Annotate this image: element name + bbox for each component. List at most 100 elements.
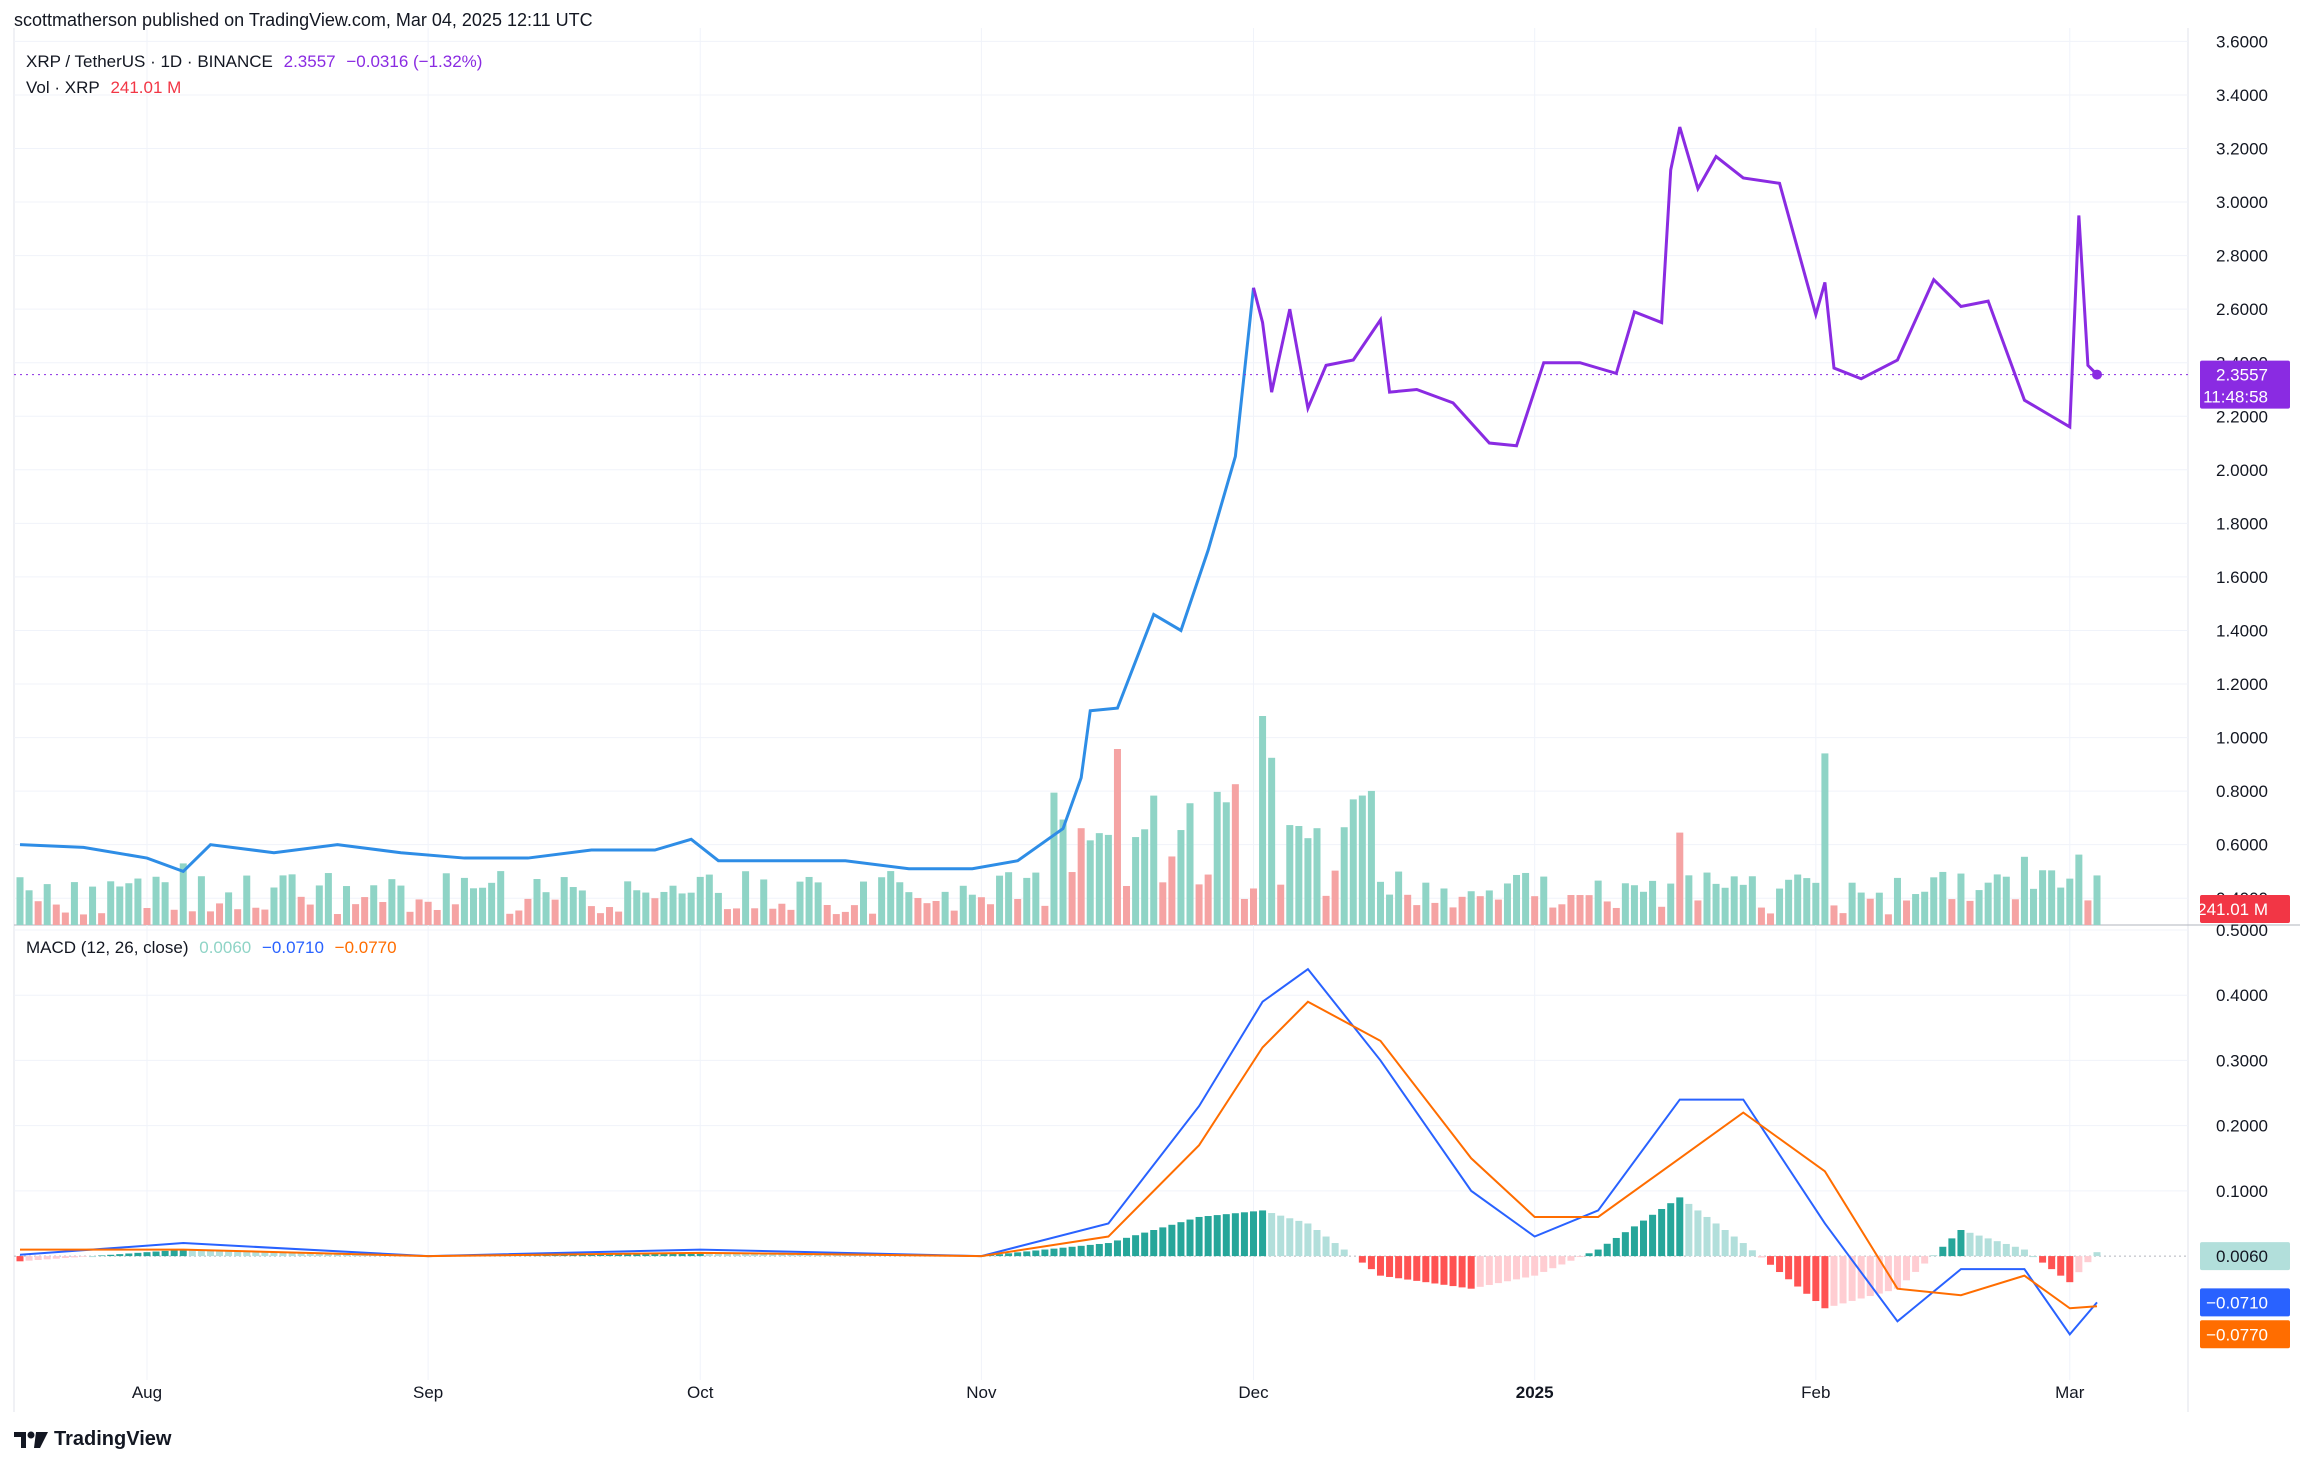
volume-bar [1458,896,1466,925]
macd-hist-bar [1730,1236,1738,1257]
volume-bar [1177,830,1185,925]
volume-bar [524,898,532,925]
macd-hist-bar [760,1253,768,1257]
volume-bar [1222,802,1230,925]
volume-bar [533,879,541,925]
macd-hist-bar [1150,1230,1158,1257]
volume-bar [1703,872,1711,925]
macd-hist-bar [1168,1224,1176,1257]
volume-bar [660,891,668,925]
macd-hist-bar [288,1252,296,1257]
price-tick-label: 1.0000 [2216,729,2268,748]
time-axis: Aug Sep Oct Nov Dec 2025 Feb Mar [132,1383,2085,1402]
volume-bar [887,871,895,925]
macd-hist-bar [1376,1256,1384,1276]
volume-bar [1975,890,1983,925]
macd-hist-bar [197,1250,205,1257]
macd-hist-bar [1748,1250,1756,1257]
macd-hist-bar [1295,1220,1303,1257]
macd-hist-bar [1340,1249,1348,1257]
macd-hist-bar [1104,1243,1112,1257]
volume-bar [333,914,341,925]
volume-bar [1766,913,1774,925]
macd-hist-bar [1077,1245,1085,1257]
macd-tick-label: 0.5000 [2216,921,2268,940]
volume-bar [2002,876,2010,925]
volume-legend[interactable]: Vol · XRP 241.01 M [26,78,187,98]
volume-bar [1667,883,1675,925]
volume-bar [551,899,559,925]
macd-hist-bar [742,1253,750,1257]
volume-bar [179,863,187,925]
volume-bar [43,884,51,925]
volume-bar [705,874,713,925]
macd-hist-bar [252,1251,260,1257]
volume-bar [52,904,60,925]
macd-hist-bar [1395,1256,1403,1279]
macd-hist-bar [687,1252,695,1257]
volume-bar [16,877,24,925]
volume-bar [1095,833,1103,925]
volume-bar [1875,892,1883,925]
volume-bar [2048,870,2056,925]
publisher-line: scottmatherson published on TradingView.… [14,10,593,30]
volume-bar [206,911,214,925]
macd-hist-bar [1023,1251,1031,1257]
volume-bar [497,871,505,925]
macd-hist-bar [1694,1210,1702,1257]
macd-hist-bar [324,1253,332,1257]
volume-bar [542,892,550,925]
volume-bar [2020,856,2028,925]
macd-hist-bar [1703,1216,1711,1257]
signal-badge-text: −0.0770 [2206,1325,2268,1344]
macd-hist-bar [705,1252,713,1257]
volume-bar [1485,890,1493,925]
macd-hist-bar [1567,1256,1575,1261]
volume-bar [869,913,877,925]
volume-bar [2030,888,2038,925]
volume-bar [1821,753,1829,925]
volume-bar [687,892,695,925]
price-tick-label: 3.4000 [2216,86,2268,105]
volume-bar [1649,880,1657,925]
time-tick-label: Oct [687,1383,714,1402]
macd-hist-bar [733,1253,741,1257]
time-tick-label: 2025 [1516,1383,1554,1402]
volume-bar [243,875,251,925]
volume-bar [1132,837,1140,925]
macd-hist-bar [161,1250,169,1257]
macd-hist-bar [606,1253,614,1257]
volume-bar [914,898,922,925]
volume-bar [1812,882,1820,925]
volume-bar [125,883,133,925]
volume-bar [433,909,441,925]
macd-hist-bar [787,1253,795,1257]
macd-hist-bar [143,1252,151,1257]
volume-bar [1104,834,1112,925]
symbol-legend[interactable]: XRP / TetherUS · 1D · BINANCE 2.3557 −0.… [26,52,488,72]
macd-hist-bar [2048,1256,2056,1270]
volume-bar [306,904,314,925]
macd-hist-bar [1712,1223,1720,1257]
price-badge-bg [2200,360,2290,409]
price-tick-label: 1.6000 [2216,568,2268,587]
macd-hist-bar [1286,1218,1294,1257]
price-tick-label: 0.6000 [2216,836,2268,855]
macd-hist-bar [2075,1256,2083,1273]
macd-hist-bar [2039,1256,2047,1263]
macd-hist-bar [297,1252,305,1257]
symbol-name: XRP / TetherUS · 1D · BINANCE [26,52,273,71]
macd-legend[interactable]: MACD (12, 26, close) 0.0060 −0.0710 −0.0… [26,938,403,958]
volume-bar [1576,895,1584,925]
price-line-blue [19,287,1255,874]
macd-hist-bar [1794,1256,1802,1287]
volume-bar [986,904,994,925]
volume-bar [1585,895,1593,925]
time-tick-label: Mar [2055,1383,2085,1402]
tradingview-logo[interactable]: TradingView [14,1428,171,1451]
macd-hist-bar [306,1252,314,1257]
volume-bars [16,716,2101,925]
price-badge-text: 2.3557 [2216,366,2268,385]
macd-hist-bar [1594,1249,1602,1257]
